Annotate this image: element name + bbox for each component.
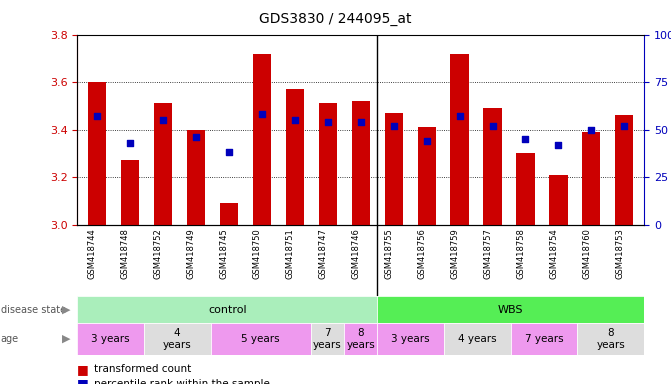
Text: 4 years: 4 years xyxy=(458,334,497,344)
Text: GSM418757: GSM418757 xyxy=(484,228,493,279)
Text: GSM418745: GSM418745 xyxy=(220,228,229,279)
Bar xyxy=(444,323,511,355)
Text: 3 years: 3 years xyxy=(391,334,430,344)
Bar xyxy=(550,175,568,225)
Text: 3 years: 3 years xyxy=(91,334,130,344)
Bar xyxy=(352,101,370,225)
Bar xyxy=(344,323,377,355)
Text: ▶: ▶ xyxy=(62,305,70,314)
Text: GSM418749: GSM418749 xyxy=(187,228,196,279)
Text: ▶: ▶ xyxy=(62,334,70,344)
Bar xyxy=(511,323,578,355)
Text: GSM418754: GSM418754 xyxy=(550,228,558,279)
Bar xyxy=(187,130,205,225)
Text: GSM418759: GSM418759 xyxy=(450,228,460,279)
Point xyxy=(125,140,136,146)
Text: control: control xyxy=(208,305,246,314)
Text: GSM418744: GSM418744 xyxy=(88,228,97,279)
Bar xyxy=(582,132,601,225)
Bar xyxy=(219,203,238,225)
Bar xyxy=(377,296,644,323)
Point xyxy=(158,117,168,123)
Text: ■: ■ xyxy=(77,363,89,376)
Bar xyxy=(615,115,633,225)
Text: GDS3830 / 244095_at: GDS3830 / 244095_at xyxy=(259,12,412,25)
Point xyxy=(322,119,333,125)
Text: age: age xyxy=(1,334,19,344)
Point xyxy=(191,134,201,140)
Text: GSM418746: GSM418746 xyxy=(352,228,361,279)
Text: WBS: WBS xyxy=(498,305,523,314)
Text: GSM418751: GSM418751 xyxy=(286,228,295,279)
Bar xyxy=(311,323,344,355)
Text: GSM418752: GSM418752 xyxy=(154,228,163,279)
Text: GSM418756: GSM418756 xyxy=(417,228,427,279)
Text: GSM418750: GSM418750 xyxy=(253,228,262,279)
Text: GSM418747: GSM418747 xyxy=(319,228,327,279)
Bar xyxy=(253,53,271,225)
Text: 5 years: 5 years xyxy=(242,334,280,344)
Text: transformed count: transformed count xyxy=(94,364,191,374)
Point xyxy=(289,117,300,123)
Bar xyxy=(384,113,403,225)
Bar xyxy=(121,161,139,225)
Point xyxy=(586,127,597,133)
Point xyxy=(553,142,564,148)
Bar xyxy=(417,127,435,225)
Bar xyxy=(77,296,377,323)
Bar xyxy=(319,103,337,225)
Text: 8
years: 8 years xyxy=(597,328,625,350)
Text: ■: ■ xyxy=(77,377,89,384)
Text: 7
years: 7 years xyxy=(313,328,342,350)
Text: GSM418760: GSM418760 xyxy=(582,228,591,279)
Text: percentile rank within the sample: percentile rank within the sample xyxy=(94,379,270,384)
Bar xyxy=(77,323,144,355)
Bar xyxy=(286,89,304,225)
Text: GSM418758: GSM418758 xyxy=(517,228,525,279)
Point xyxy=(454,113,465,119)
Text: GSM418748: GSM418748 xyxy=(121,228,130,279)
Text: GSM418753: GSM418753 xyxy=(615,228,625,279)
Point xyxy=(256,111,267,118)
Point xyxy=(520,136,531,142)
Text: GSM418755: GSM418755 xyxy=(384,228,394,279)
Bar xyxy=(144,323,211,355)
Bar xyxy=(578,323,644,355)
Text: 7 years: 7 years xyxy=(525,334,564,344)
Bar xyxy=(88,82,106,225)
Point xyxy=(223,149,234,156)
Point xyxy=(356,119,366,125)
Bar xyxy=(450,53,468,225)
Bar xyxy=(211,323,311,355)
Text: 4
years: 4 years xyxy=(163,328,192,350)
Text: 8
years: 8 years xyxy=(346,328,375,350)
Text: disease state: disease state xyxy=(1,305,66,314)
Bar xyxy=(154,103,172,225)
Point xyxy=(421,138,432,144)
Point xyxy=(487,123,498,129)
Bar xyxy=(484,108,502,225)
Point xyxy=(389,123,399,129)
Bar xyxy=(517,153,535,225)
Bar xyxy=(377,323,444,355)
Point xyxy=(91,113,102,119)
Point xyxy=(619,123,630,129)
